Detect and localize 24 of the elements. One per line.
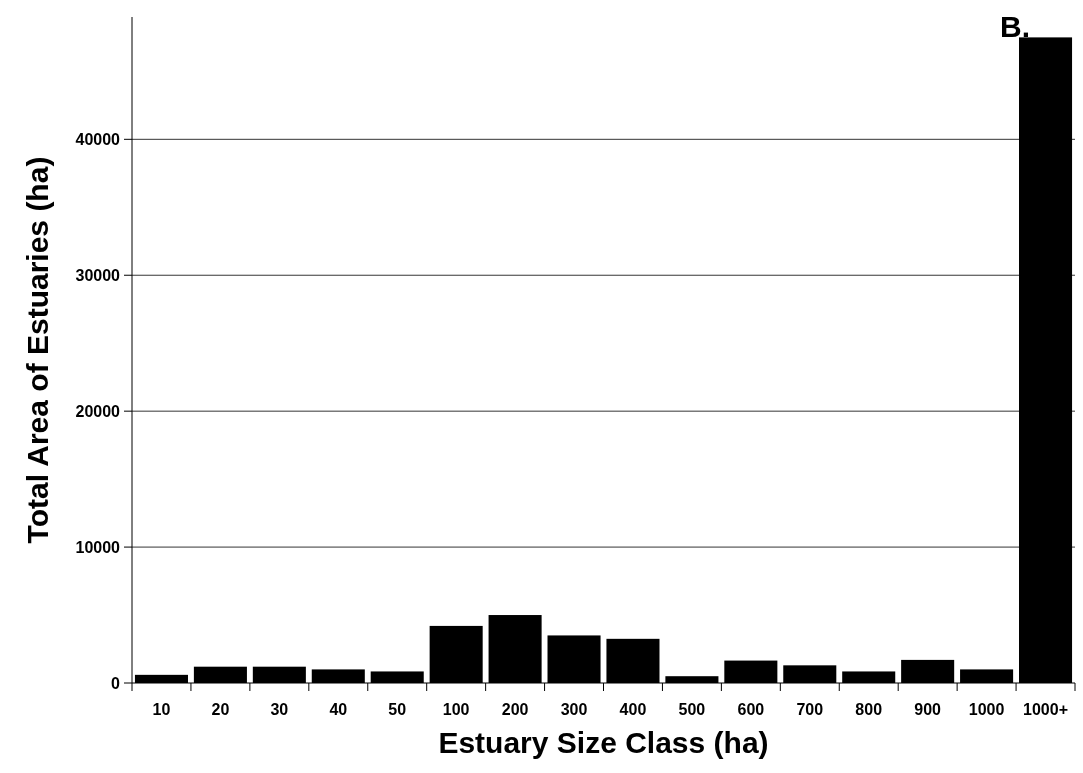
x-tick-label: 600: [737, 701, 765, 718]
y-tick-label: 40000: [75, 130, 121, 148]
x-tick-label: 1000: [968, 701, 1005, 718]
y-tick-label: 30000: [75, 266, 121, 284]
x-tick-label: 30: [270, 701, 289, 718]
chart-title: B.: [1000, 10, 1030, 43]
x-tick-label: 800: [855, 701, 883, 718]
y-tick-label: 20000: [75, 402, 121, 420]
y-axis-title: Total Area of Estuaries (ha): [21, 156, 54, 544]
x-tick-label: 20: [211, 701, 230, 718]
x-tick-label: 300: [560, 701, 588, 718]
x-tick-label: 40: [329, 701, 348, 718]
x-tick-label: 10: [152, 701, 171, 718]
x-tick-label: 900: [914, 701, 942, 718]
x-tick-label: 50: [388, 701, 407, 718]
x-tick-label: 1000+: [1023, 701, 1068, 718]
x-tick-label: 200: [501, 701, 529, 718]
x-tick-label: 500: [678, 701, 706, 718]
x-tick-label: 400: [619, 701, 647, 718]
y-tick-label: 0: [111, 674, 121, 692]
x-axis-title: Estuary Size Class (ha): [438, 726, 769, 759]
x-tick-label: 700: [796, 701, 824, 718]
y-tick-label: 10000: [75, 538, 121, 556]
x-tick-label: 100: [442, 701, 470, 718]
